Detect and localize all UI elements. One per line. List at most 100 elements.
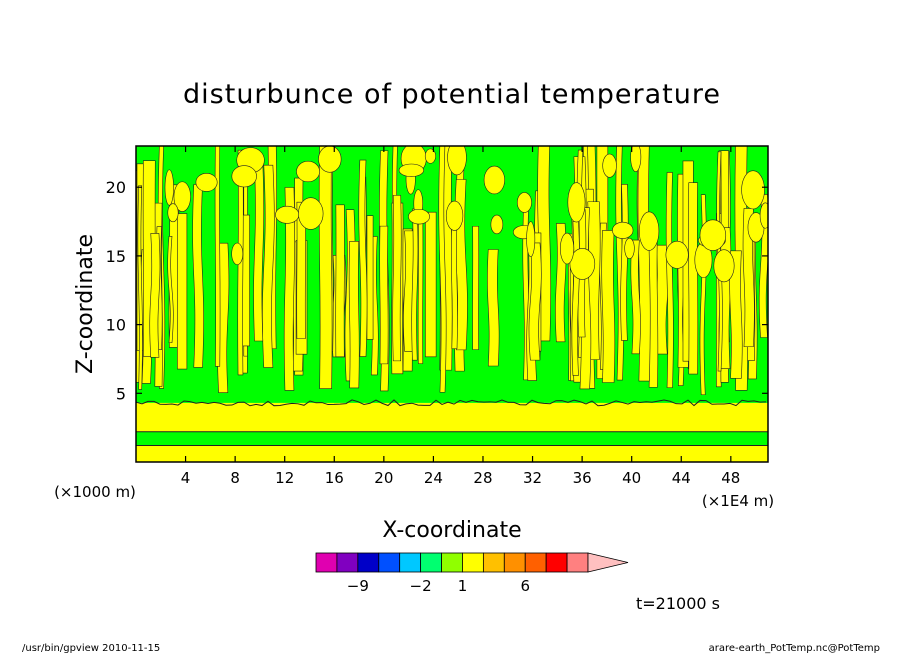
filament: [729, 250, 743, 379]
filament-blob: [759, 202, 768, 229]
filament: [366, 215, 374, 340]
filament-blob: [490, 214, 504, 235]
filament-blob: [665, 240, 689, 269]
colorbar-swatch: [524, 552, 547, 573]
colorbar-swatch: [566, 552, 589, 573]
y-tick-label: 5: [116, 384, 126, 403]
filament-blob: [231, 242, 244, 265]
filament: [425, 211, 437, 358]
filament-blob: [567, 182, 586, 223]
filament-blob: [741, 170, 765, 210]
y-axis-ticks: 5 10 15 20: [106, 178, 768, 403]
y-tick-label: 10: [106, 316, 126, 335]
colorbar-label: −2: [410, 577, 432, 595]
colorbar-swatch: [545, 552, 568, 573]
filament-blob: [195, 172, 218, 192]
x-tick-label: 40: [622, 469, 641, 487]
filament: [192, 184, 204, 368]
filament: [262, 164, 275, 368]
colorbar-swatch: [357, 552, 380, 573]
filament-blob: [559, 232, 575, 265]
time-label: t=21000 s: [636, 594, 720, 613]
filament-blob: [638, 211, 660, 251]
plot-frame: [135, 145, 769, 463]
filament-blob: [483, 165, 505, 195]
y-tick-label: 15: [106, 247, 126, 266]
filament: [450, 220, 458, 349]
filament-blob: [612, 221, 634, 239]
x-tick-label: 32: [523, 469, 542, 487]
filament-blob: [713, 249, 735, 283]
x-tick-label: 28: [473, 469, 492, 487]
colorbar-swatch: [399, 552, 422, 573]
footer-left: /usr/bin/gpview 2010-11-15: [22, 643, 160, 654]
filament: [688, 182, 699, 375]
colorbar-arrow: [587, 552, 629, 573]
filament: [214, 146, 221, 367]
footer-right: arare-earth_PotTemp.nc@PotTemp: [709, 643, 880, 654]
filament-blob: [164, 169, 174, 206]
y-tick-label: 20: [106, 178, 126, 197]
x-tick-label: 44: [672, 469, 691, 487]
filament: [379, 225, 389, 365]
filament: [472, 225, 480, 350]
colorbar-label: 6: [520, 577, 530, 595]
colorbar-swatch: [503, 552, 526, 573]
filament: [335, 204, 345, 358]
filament: [176, 213, 188, 370]
filament-blob: [231, 165, 257, 188]
colorbar-label: −9: [347, 577, 369, 595]
contour-layer-2: [136, 402, 768, 432]
filament-blob: [445, 200, 464, 231]
x-tick-label: 24: [424, 469, 443, 487]
x-tick-label: 4: [181, 469, 191, 487]
filament-blob: [173, 181, 191, 212]
filament-blob: [516, 192, 532, 213]
filament: [630, 239, 641, 355]
filament: [253, 163, 265, 342]
filament: [149, 233, 161, 358]
filament-blob: [526, 221, 536, 257]
colorbar-swatch: [482, 552, 505, 573]
x-unit-right: (×1E4 m): [702, 492, 774, 510]
x-axis-ticks: 4 8 12 16 20 24 28 32 36 40 44 48: [181, 146, 740, 487]
plot-area: [136, 146, 768, 462]
contour-line-wave: [136, 399, 767, 407]
filament-blob: [167, 203, 179, 223]
x-tick-label: 20: [374, 469, 393, 487]
x-tick-label: 12: [275, 469, 294, 487]
filament: [601, 230, 616, 383]
filament-blob: [569, 248, 596, 280]
filament: [528, 242, 542, 361]
colorbar-swatch: [315, 552, 338, 573]
y-axis-label: Z-coordinate: [73, 234, 98, 374]
filament-blob: [447, 146, 467, 176]
filament-blob: [602, 153, 617, 178]
filament: [318, 146, 333, 390]
filament-blob: [318, 146, 342, 173]
colorbar-swatch: [336, 552, 359, 573]
x-unit-left: (×1000 m): [54, 483, 136, 501]
colorbar-swatch: [462, 552, 484, 573]
filament-blob: [398, 163, 425, 177]
filament-blob: [624, 237, 635, 260]
colorbar-swatch: [441, 552, 463, 573]
filament: [167, 235, 174, 344]
filament: [392, 195, 402, 362]
filament: [358, 159, 368, 357]
contour-layer-1: [136, 431, 768, 446]
x-tick-label: 8: [230, 469, 240, 487]
filament-blob: [296, 160, 320, 183]
filament: [283, 187, 295, 391]
filament: [411, 208, 419, 361]
filament: [487, 249, 500, 367]
x-tick-label: 48: [721, 469, 740, 487]
filament: [296, 201, 306, 339]
colorbar-swatch: [420, 552, 442, 573]
filament: [348, 240, 360, 389]
x-tick-label: 16: [325, 469, 344, 487]
x-tick-label: 36: [573, 469, 592, 487]
x-axis-label: X-coordinate: [382, 518, 521, 543]
filament-blob: [275, 205, 300, 224]
